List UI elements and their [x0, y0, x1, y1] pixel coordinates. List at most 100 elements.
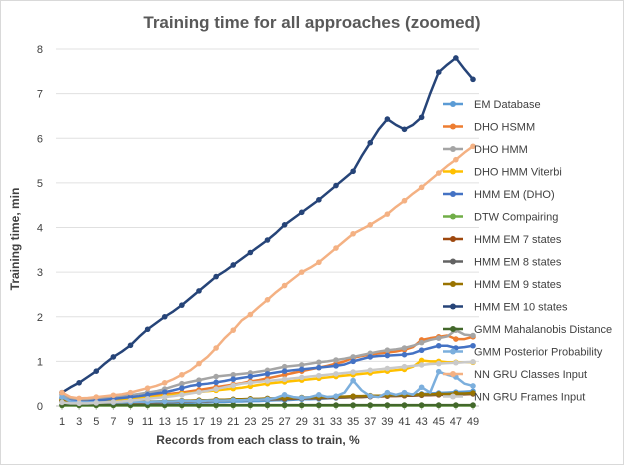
x-tick-label: 15	[176, 416, 188, 428]
x-tick-label: 41	[398, 416, 410, 428]
y-tick-label: 6	[37, 133, 43, 145]
legend-swatch-marker	[450, 258, 456, 265]
data-point	[161, 313, 168, 320]
legend-label: NN GRU Frames Input	[474, 392, 585, 404]
data-point	[161, 389, 168, 395]
data-point	[350, 168, 356, 175]
data-point	[384, 347, 391, 354]
x-tick-label: 31	[313, 416, 325, 428]
data-point	[144, 396, 151, 402]
y-tick-label: 2	[37, 312, 43, 324]
data-point	[179, 402, 185, 408]
data-point	[196, 377, 202, 383]
legend-item: HMM EM 9 states	[443, 279, 562, 291]
data-point	[333, 371, 339, 377]
data-point	[333, 393, 339, 399]
data-point	[264, 402, 271, 408]
data-point	[453, 55, 459, 61]
data-point	[213, 345, 219, 351]
data-point	[470, 383, 476, 389]
data-point	[179, 302, 185, 308]
data-point	[161, 394, 168, 400]
data-point	[247, 396, 254, 403]
legend-swatch-marker	[450, 303, 456, 310]
chart-title: Training time for all approaches (zoomed…	[143, 13, 480, 32]
x-tick-label: 5	[93, 416, 99, 428]
data-point	[384, 211, 391, 217]
x-tick-label: 1	[59, 416, 65, 428]
data-point	[247, 249, 254, 256]
data-point	[316, 259, 322, 266]
data-point	[59, 399, 65, 406]
series-line	[61, 56, 474, 394]
x-tick-label: 47	[450, 416, 462, 428]
data-point	[196, 360, 202, 367]
data-point	[127, 342, 134, 349]
data-point	[264, 396, 271, 403]
data-point	[298, 366, 305, 373]
data-point	[179, 380, 185, 387]
legend-label: HMM EM 9 states	[474, 279, 562, 291]
data-point	[367, 222, 374, 228]
x-tick-label: 13	[159, 416, 171, 428]
data-point	[350, 402, 356, 408]
data-point	[76, 379, 82, 386]
data-point	[179, 385, 185, 391]
data-point	[316, 392, 322, 398]
data-point	[470, 143, 476, 150]
x-tick-label: 7	[110, 416, 116, 428]
data-point	[161, 379, 168, 386]
data-point	[418, 391, 425, 398]
data-point	[333, 245, 339, 251]
data-point	[230, 376, 237, 383]
x-axis: 1 3 5 7 9 11 13 15 17 19 21 23 25 27 29 31 33 35 37 39 41 43 4…	[59, 406, 479, 428]
data-point	[418, 384, 425, 391]
data-point	[418, 357, 425, 364]
data-point	[247, 402, 254, 408]
data-point	[196, 398, 202, 404]
data-point	[350, 230, 356, 237]
x-tick-label: 21	[227, 416, 239, 428]
x-tick-label: 11	[142, 416, 153, 428]
legend-label: DHO HMM	[474, 144, 528, 156]
gridlines	[56, 48, 479, 407]
y-tick-label: 7	[37, 89, 43, 101]
data-point	[367, 402, 374, 408]
data-point	[281, 363, 288, 370]
data-point	[298, 269, 305, 275]
legend-label: GMM Mahalanobis Distance	[474, 324, 612, 336]
data-point	[470, 402, 476, 408]
data-point	[110, 399, 117, 405]
legend-swatch-marker	[450, 393, 456, 400]
data-point	[418, 362, 425, 368]
data-point	[350, 354, 356, 360]
data-point	[453, 336, 459, 342]
data-point	[144, 392, 151, 398]
x-tick-label: 33	[330, 416, 342, 428]
data-point	[59, 394, 65, 400]
data-point	[401, 351, 408, 358]
legend-label: DTW Compairing	[474, 212, 558, 224]
data-point	[230, 397, 237, 403]
data-point	[384, 389, 391, 396]
data-point	[367, 393, 374, 399]
legend-item: GMM Mahalanobis Distance	[443, 324, 612, 336]
data-point	[298, 209, 305, 216]
y-axis: 0 1 2 3 4 5 6 7 8	[37, 44, 43, 413]
data-point	[127, 397, 134, 404]
data-point	[418, 339, 425, 346]
series-9	[59, 55, 476, 396]
data-point	[144, 385, 151, 391]
legend-swatch-marker	[450, 146, 456, 152]
data-point	[435, 391, 442, 397]
data-point	[401, 389, 408, 396]
legend: EM Database DHO HSMM DHO HMM DHO HMM Viterb…	[443, 99, 612, 404]
data-point	[435, 360, 442, 367]
data-point	[179, 398, 185, 404]
data-point	[453, 402, 459, 408]
legend-label: HMM EM 8 states	[474, 257, 562, 269]
x-tick-label: 29	[296, 416, 308, 428]
data-point	[59, 389, 65, 396]
legend-swatch-marker	[450, 213, 456, 220]
